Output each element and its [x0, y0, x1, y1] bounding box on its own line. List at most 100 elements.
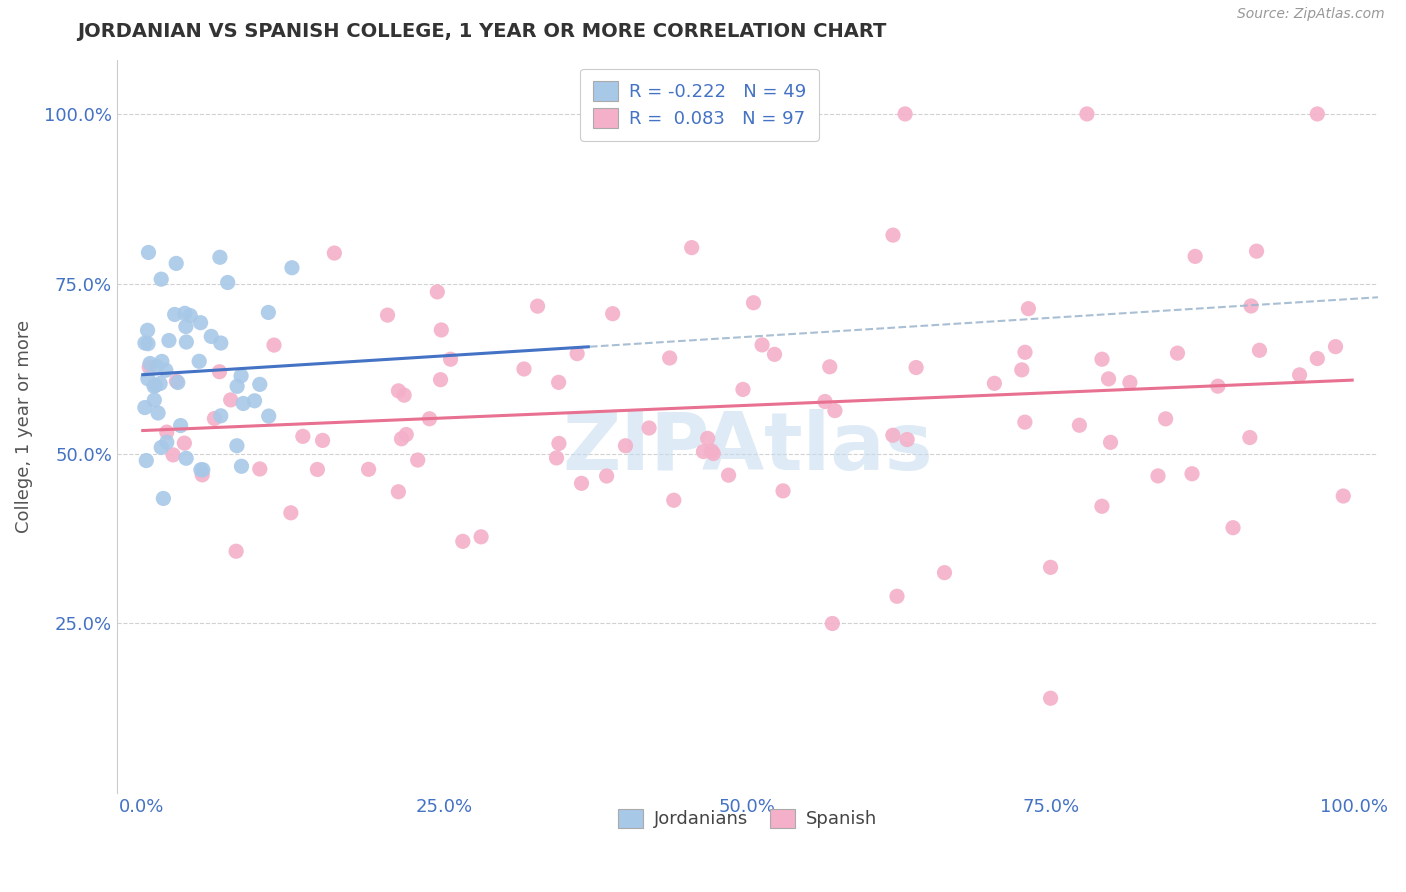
Point: [176, 334, 198, 349]
Point: [1306, 107, 1329, 121]
Point: [406, 453, 429, 467]
Point: [392, 388, 415, 402]
Point: [439, 352, 461, 367]
Point: [470, 530, 492, 544]
Point: [387, 484, 409, 499]
Point: [165, 374, 187, 388]
Point: [136, 336, 159, 351]
Point: [323, 246, 346, 260]
Point: [1239, 431, 1261, 445]
Point: [249, 377, 271, 392]
Point: [174, 451, 197, 466]
Point: [307, 462, 329, 476]
Point: [934, 566, 956, 580]
Point: [225, 544, 247, 558]
Point: [209, 409, 232, 423]
Point: [513, 362, 536, 376]
Point: [451, 534, 474, 549]
Point: [281, 260, 304, 275]
Point: [702, 446, 724, 460]
Legend: Jordanians, Spanish: Jordanians, Spanish: [610, 801, 884, 836]
Point: [157, 334, 180, 348]
Point: [658, 351, 681, 365]
Text: Source: ZipAtlas.com: Source: ZipAtlas.com: [1237, 7, 1385, 21]
Point: [357, 462, 380, 476]
Point: [547, 376, 569, 390]
Point: [173, 436, 195, 450]
Point: [1091, 352, 1114, 367]
Point: [595, 469, 617, 483]
Point: [226, 379, 249, 393]
Point: [548, 436, 571, 450]
Point: [257, 305, 280, 319]
Point: [1097, 372, 1119, 386]
Point: [882, 428, 904, 442]
Point: [162, 448, 184, 462]
Point: [1147, 469, 1170, 483]
Point: [136, 372, 159, 386]
Point: [134, 401, 156, 415]
Text: JORDANIAN VS SPANISH COLLEGE, 1 YEAR OR MORE CORRELATION CHART: JORDANIAN VS SPANISH COLLEGE, 1 YEAR OR …: [77, 22, 887, 41]
Point: [824, 403, 846, 417]
Point: [1246, 244, 1268, 259]
Point: [751, 338, 773, 352]
Point: [134, 336, 156, 351]
Point: [139, 357, 162, 371]
Point: [156, 425, 179, 439]
Point: [905, 360, 928, 375]
Point: [818, 359, 841, 374]
Point: [311, 434, 333, 448]
Point: [149, 376, 172, 391]
Point: [571, 476, 593, 491]
Point: [1091, 500, 1114, 514]
Point: [1306, 351, 1329, 366]
Point: [150, 441, 173, 455]
Point: [814, 394, 837, 409]
Point: [526, 299, 548, 313]
Point: [190, 463, 212, 477]
Point: [208, 250, 231, 264]
Point: [1222, 521, 1244, 535]
Point: [700, 444, 723, 458]
Point: [136, 323, 159, 337]
Point: [280, 506, 302, 520]
Point: [145, 378, 167, 392]
Point: [243, 393, 266, 408]
Point: [430, 323, 453, 337]
Point: [638, 421, 661, 435]
Point: [146, 406, 169, 420]
Point: [821, 616, 844, 631]
Point: [692, 444, 714, 458]
Point: [614, 439, 637, 453]
Point: [1154, 412, 1177, 426]
Point: [200, 329, 222, 343]
Text: ZIPAtlas: ZIPAtlas: [562, 409, 932, 488]
Point: [763, 347, 786, 361]
Point: [418, 411, 440, 425]
Point: [257, 409, 280, 423]
Point: [681, 241, 703, 255]
Point: [1039, 691, 1062, 706]
Point: [208, 365, 231, 379]
Point: [232, 396, 254, 410]
Point: [391, 432, 413, 446]
Point: [426, 285, 449, 299]
Point: [143, 393, 166, 408]
Point: [696, 431, 718, 445]
Point: [249, 462, 271, 476]
Point: [1331, 489, 1354, 503]
Point: [152, 491, 174, 506]
Point: [1069, 418, 1091, 433]
Point: [1288, 368, 1310, 382]
Point: [217, 276, 239, 290]
Point: [1039, 560, 1062, 574]
Point: [1240, 299, 1263, 313]
Point: [138, 359, 160, 374]
Point: [896, 433, 918, 447]
Point: [1324, 340, 1347, 354]
Point: [1184, 249, 1206, 263]
Point: [662, 493, 685, 508]
Point: [1119, 376, 1142, 390]
Point: [156, 435, 179, 450]
Point: [191, 463, 214, 477]
